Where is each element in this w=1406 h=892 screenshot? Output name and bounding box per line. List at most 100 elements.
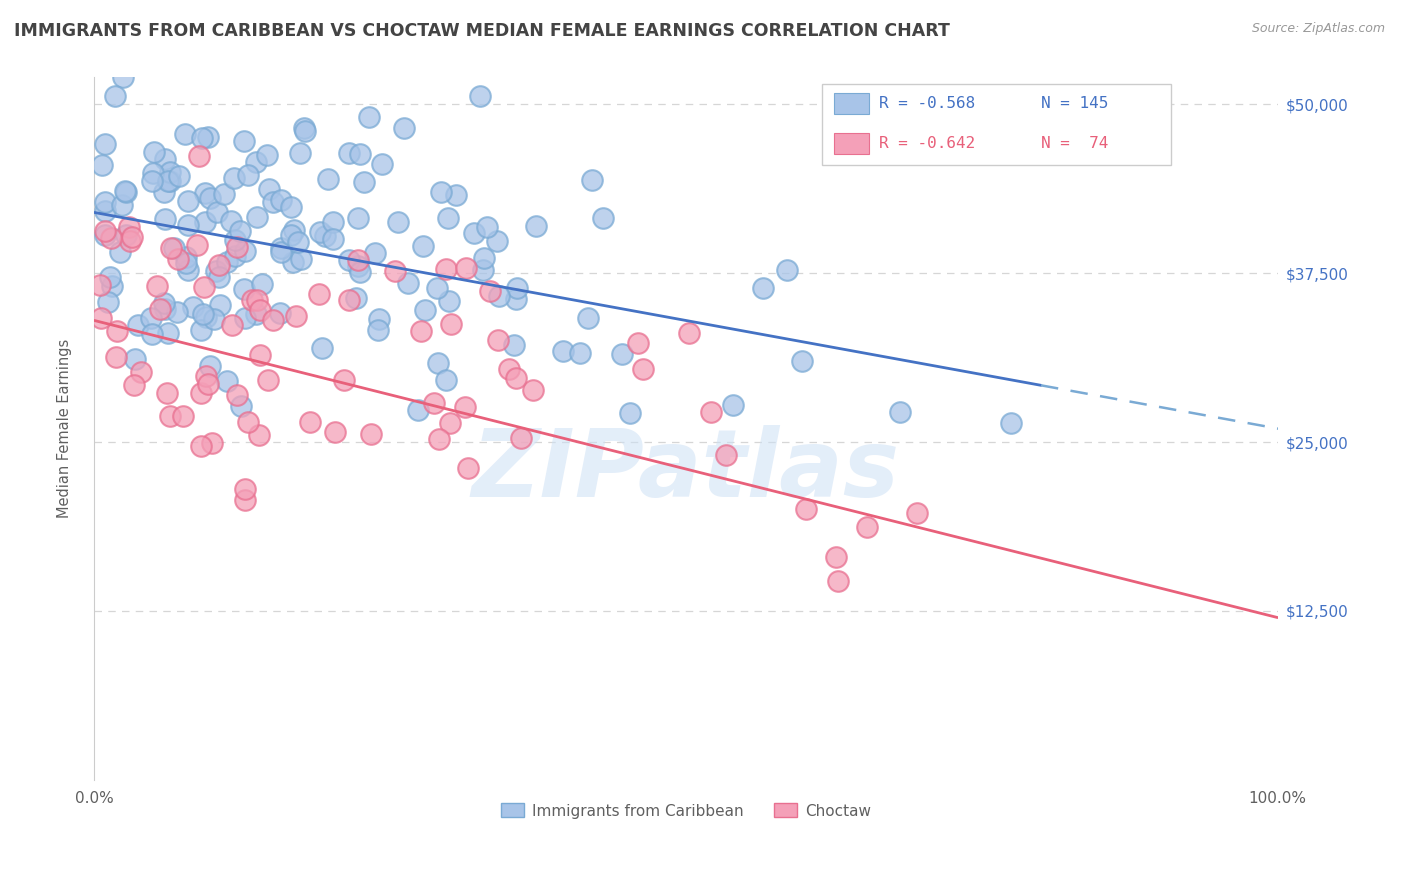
Point — [174, 256, 197, 270]
Point — [215, 374, 238, 388]
Point — [505, 292, 527, 306]
Point — [346, 291, 368, 305]
Point — [384, 264, 406, 278]
Point — [204, 311, 226, 326]
Point — [176, 250, 198, 264]
Point — [257, 182, 280, 196]
Point — [619, 406, 641, 420]
Point — [752, 281, 775, 295]
Point — [194, 214, 217, 228]
Point — [172, 409, 194, 424]
Point — [100, 278, 122, 293]
Point — [322, 214, 344, 228]
Point — [825, 550, 848, 565]
Point — [94, 195, 117, 210]
Point — [246, 293, 269, 307]
Point — [439, 416, 461, 430]
Point — [201, 435, 224, 450]
Point — [349, 147, 371, 161]
Point — [337, 146, 360, 161]
Point — [233, 482, 256, 496]
Point — [104, 89, 127, 103]
Text: R = -0.568: R = -0.568 — [879, 96, 976, 111]
Point — [311, 341, 333, 355]
Point — [205, 264, 228, 278]
Y-axis label: Median Female Earnings: Median Female Earnings — [58, 339, 72, 518]
Point — [349, 265, 371, 279]
Point — [240, 293, 263, 308]
Point — [129, 365, 152, 379]
Point — [98, 270, 121, 285]
Point — [153, 186, 176, 200]
FancyBboxPatch shape — [834, 133, 869, 154]
Point — [678, 326, 700, 340]
Point — [413, 302, 436, 317]
Point — [225, 240, 247, 254]
Point — [827, 574, 849, 588]
Point — [205, 205, 228, 219]
Point — [236, 168, 259, 182]
Point — [224, 249, 246, 263]
Point — [478, 285, 501, 299]
Point — [142, 166, 165, 180]
Point — [177, 194, 200, 208]
Point — [287, 235, 309, 249]
Point — [337, 253, 360, 268]
Point — [488, 289, 510, 303]
Point — [193, 280, 215, 294]
Point — [592, 211, 614, 226]
Point — [219, 214, 242, 228]
Text: N = 145: N = 145 — [1040, 96, 1108, 111]
Point — [472, 263, 495, 277]
Point — [222, 171, 245, 186]
Point — [174, 127, 197, 141]
Point — [472, 252, 495, 266]
Point — [249, 303, 271, 318]
Point — [524, 219, 547, 234]
Point — [477, 220, 499, 235]
Point — [156, 326, 179, 340]
Point — [153, 212, 176, 227]
Point — [141, 173, 163, 187]
Point — [437, 294, 460, 309]
Point — [177, 262, 200, 277]
Point — [167, 252, 190, 267]
Point — [288, 146, 311, 161]
Point — [633, 361, 655, 376]
Point — [360, 426, 382, 441]
Point — [368, 312, 391, 326]
Point — [308, 287, 330, 301]
Point — [551, 343, 574, 358]
Point — [215, 254, 238, 268]
Point — [363, 245, 385, 260]
Point — [309, 225, 332, 239]
Point — [396, 276, 419, 290]
Point — [228, 223, 250, 237]
Point — [387, 214, 409, 228]
Point — [505, 371, 527, 385]
Point — [454, 400, 477, 414]
Point — [290, 252, 312, 266]
Point — [142, 145, 165, 159]
Point — [270, 245, 292, 260]
Point — [347, 259, 370, 273]
Point — [105, 351, 128, 365]
Point — [775, 262, 797, 277]
Point — [214, 187, 236, 202]
Point — [115, 185, 138, 199]
Point — [905, 506, 928, 520]
Point — [159, 409, 181, 424]
Point — [353, 175, 375, 189]
Point — [163, 241, 186, 255]
Point — [107, 324, 129, 338]
Point — [700, 405, 723, 419]
Point — [790, 354, 813, 368]
Point — [122, 378, 145, 392]
Point — [194, 186, 217, 201]
Point — [247, 428, 270, 442]
Point — [510, 431, 533, 445]
Point — [256, 148, 278, 162]
Point — [627, 336, 650, 351]
Point — [486, 333, 509, 347]
Point — [294, 124, 316, 138]
